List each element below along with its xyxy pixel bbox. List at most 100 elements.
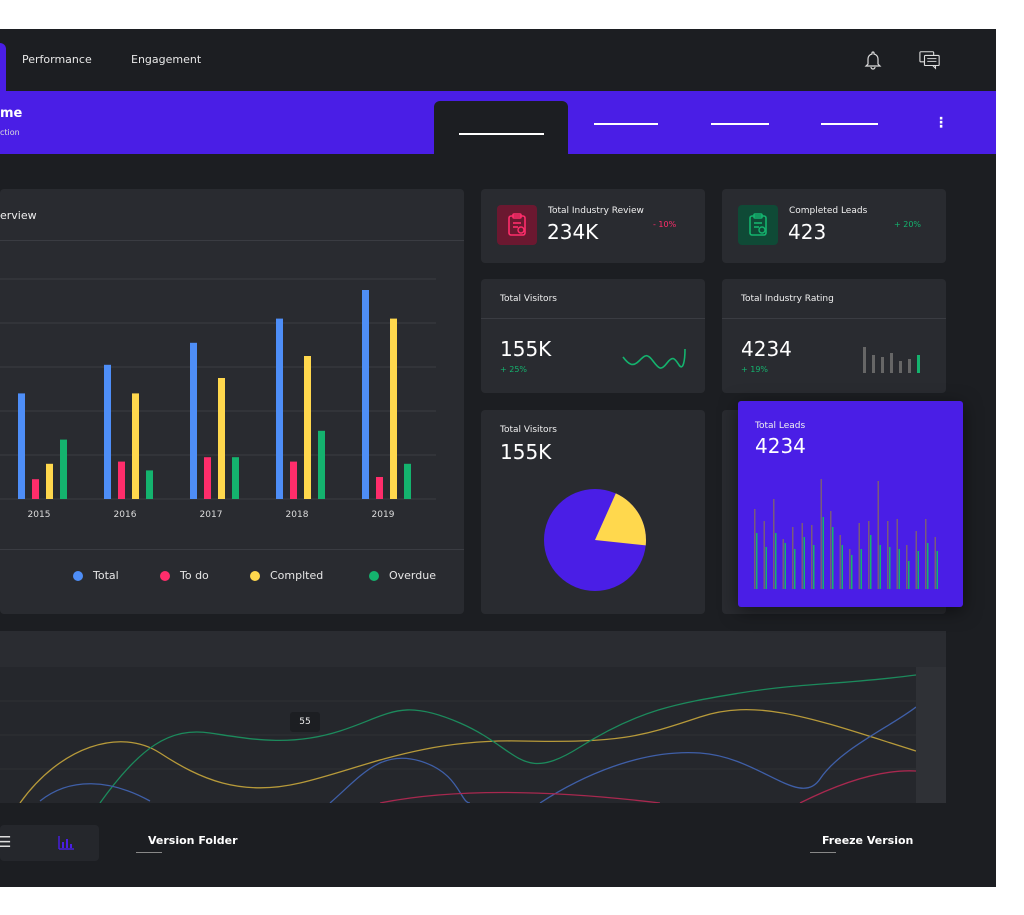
lead-bar	[773, 499, 775, 589]
leads-bar-chart	[754, 479, 938, 589]
underline	[810, 852, 836, 853]
more-options-icon[interactable]: ⋮	[934, 115, 948, 131]
bar-total	[276, 318, 283, 499]
legend-overdue: Overdue	[369, 569, 436, 582]
bar-overdue	[232, 457, 239, 499]
page-header: me ction ⋮	[0, 91, 996, 154]
tick-label: 2016	[114, 510, 137, 520]
bar-overdue	[318, 430, 325, 499]
card-change: + 25%	[500, 365, 528, 374]
chart-view-icon[interactable]	[58, 836, 74, 850]
freeze-version-button[interactable]: Freeze Version	[822, 834, 914, 847]
tick-label: 2017	[200, 510, 223, 520]
bar-to-do	[204, 457, 211, 499]
mini-bar-chart	[863, 347, 920, 373]
lead-bar-green	[841, 545, 843, 589]
card-change: - 10%	[653, 220, 677, 229]
bar-complted	[390, 318, 397, 499]
tab-3[interactable]	[711, 123, 769, 125]
tick-label: 2015	[28, 510, 51, 520]
overview-card: erview 2015 2016 2017 2018 2019 Total To do …	[0, 189, 464, 614]
bar-complted	[46, 463, 53, 499]
divider	[722, 318, 946, 319]
tick-label: 2019	[372, 510, 395, 520]
lead-bar-green	[898, 549, 900, 589]
bar-total	[104, 364, 111, 499]
bar-total	[18, 393, 25, 499]
card-title: Total Industry Review	[548, 206, 644, 216]
card-title: Completed Leads	[789, 206, 868, 216]
lead-bar-green	[794, 549, 796, 589]
lead-bar-green	[860, 549, 862, 589]
card-value: 4234	[741, 337, 792, 361]
bar-total	[362, 290, 369, 499]
lead-bar-green	[889, 547, 891, 589]
lead-bar	[868, 521, 870, 589]
legend-total: Total	[73, 569, 119, 582]
clipboard-icon	[497, 205, 537, 245]
version-folder-button[interactable]: Version Folder	[148, 834, 238, 847]
total-leads-card: Total Leads 4234	[738, 401, 963, 607]
lead-bar-green	[765, 547, 767, 589]
view-toggle: ☰	[0, 825, 99, 861]
bottom-bar: ☰ Version Folder Freeze Version	[0, 807, 996, 887]
tab-4[interactable]	[821, 123, 878, 125]
completed-leads-card: Completed Leads 423 + 20%	[722, 189, 946, 263]
nav-tab-engagement[interactable]: Engagement	[131, 53, 202, 66]
lead-bar	[858, 523, 860, 589]
lead-bar	[925, 519, 927, 589]
card-title: Total Visitors	[500, 294, 557, 304]
legend-label: To do	[180, 569, 209, 582]
bar-overdue	[60, 439, 67, 499]
lead-bar-green	[832, 527, 834, 589]
lead-bar-green	[851, 555, 853, 589]
lead-bar	[896, 519, 898, 589]
underline	[136, 852, 162, 853]
trend-header	[0, 631, 946, 667]
card-change: + 19%	[741, 365, 769, 374]
bar-to-do	[118, 461, 125, 499]
bar-overdue	[146, 470, 153, 499]
clipboard-check-icon	[738, 205, 778, 245]
lead-bar	[849, 549, 851, 589]
lead-bar	[754, 509, 756, 589]
card-change: + 20%	[894, 220, 922, 229]
lead-bar-green	[803, 537, 805, 589]
legend-dot	[73, 570, 83, 581]
list-view-icon[interactable]: ☰	[0, 833, 12, 851]
scrollbar[interactable]	[916, 667, 946, 803]
legend-completed: Complted	[250, 569, 323, 582]
lead-bar-green	[756, 533, 758, 589]
legend-todo: To do	[160, 569, 209, 582]
chat-icon[interactable]	[919, 49, 941, 71]
bar-to-do	[376, 477, 383, 499]
nav-tab-performance[interactable]: Performance	[22, 53, 92, 66]
trend-line-chart	[0, 674, 916, 803]
bell-icon[interactable]	[862, 49, 884, 71]
card-value: 423	[788, 220, 827, 244]
pie-slice-yellow	[595, 493, 646, 546]
industry-rating-card: Total Industry Rating 4234 + 19%	[722, 279, 946, 393]
lead-bar	[792, 527, 794, 589]
trend-panel: 55	[0, 631, 946, 803]
divider	[0, 549, 464, 550]
bar-to-do	[290, 461, 297, 499]
legend-dot	[160, 570, 170, 581]
lead-bar	[906, 545, 908, 589]
divider	[0, 240, 464, 241]
lead-bar	[934, 537, 936, 589]
card-title: Total Leads	[755, 421, 806, 431]
tab-2[interactable]	[594, 123, 658, 125]
page-subtitle: ction	[0, 128, 20, 137]
tick-label: 2018	[286, 510, 309, 520]
lead-bar-green	[784, 543, 786, 589]
lead-bar	[877, 481, 879, 589]
tab-line	[459, 133, 544, 135]
active-nav-indicator	[0, 43, 6, 91]
lead-bar-green	[917, 551, 919, 589]
tab-selected[interactable]	[434, 101, 568, 154]
industry-review-card: Total Industry Review 234K - 10%	[481, 189, 705, 263]
lead-bar-green	[908, 561, 910, 589]
card-value: 155K	[500, 440, 552, 464]
lead-bar-green	[927, 543, 929, 589]
